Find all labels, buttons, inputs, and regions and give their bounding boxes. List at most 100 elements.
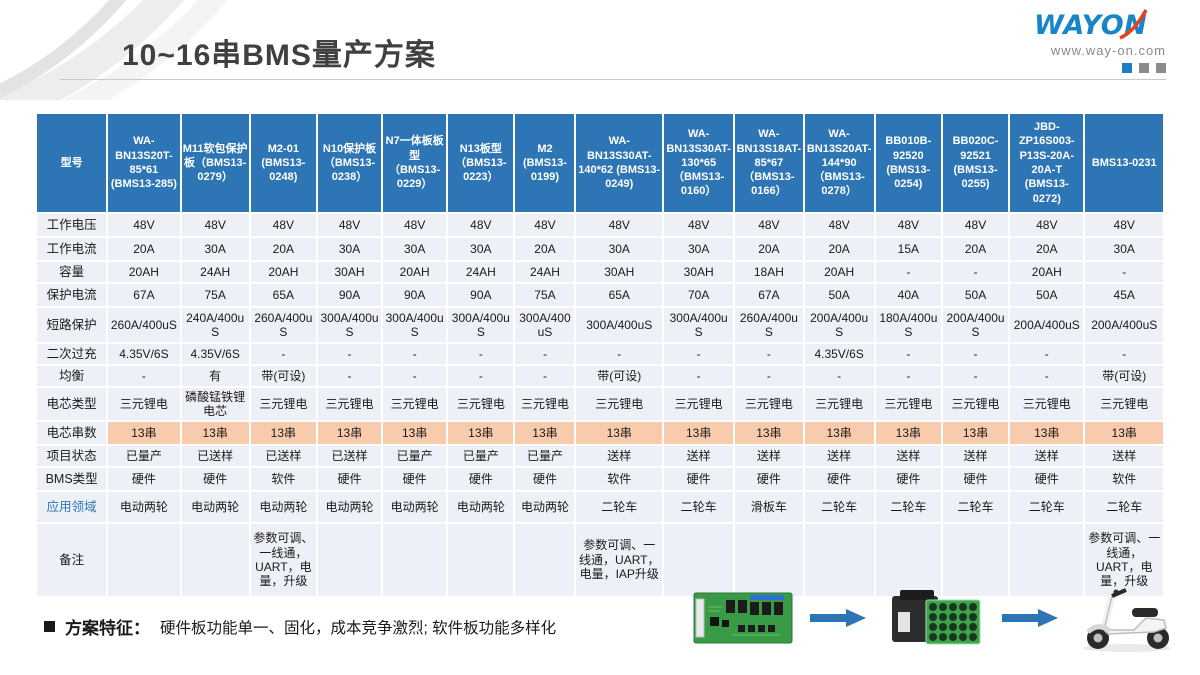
table-cell: 260A/400uS: [108, 308, 180, 342]
table-cell: 20A: [515, 238, 575, 260]
column-header: WA-BN13S30AT-130*65（BMS13-0160）: [664, 114, 734, 212]
table-cell: -: [1085, 344, 1163, 364]
table-cell: 送样: [1010, 446, 1084, 466]
table-cell: 13串: [664, 422, 734, 444]
table-cell: [383, 524, 447, 596]
row-label: 电芯串数: [37, 422, 107, 444]
table-cell: 300A/400uS: [383, 308, 447, 342]
table-cell: 180A/400uS: [875, 308, 941, 342]
table-cell: 70A: [664, 284, 734, 306]
table-cell: 48V: [576, 214, 663, 236]
table-cell: 90A: [317, 284, 382, 306]
table-cell: 90A: [448, 284, 514, 306]
table-cell: 48V: [383, 214, 447, 236]
table-cell: 300A/400uS: [515, 308, 575, 342]
table-cell: -: [942, 366, 1009, 386]
table-cell: 已量产: [448, 446, 514, 466]
table-cell: 送样: [942, 446, 1009, 466]
table-cell: 硬件: [181, 468, 249, 490]
table-cell: 30AH: [664, 262, 734, 282]
table-cell: 200A/400uS: [804, 308, 874, 342]
table-cell: 30A: [1085, 238, 1163, 260]
table-cell: 13串: [804, 422, 874, 444]
table-cell: 电动两轮: [383, 492, 447, 522]
table-cell: 48V: [108, 214, 180, 236]
table-cell: 二轮车: [576, 492, 663, 522]
table-cell: [1010, 524, 1084, 596]
row-label: 均衡: [37, 366, 107, 386]
logo-red-swoosh: [1119, 9, 1148, 40]
table-cell: 15A: [875, 238, 941, 260]
table-cell: 50A: [1010, 284, 1084, 306]
table-cell: 48V: [1085, 214, 1163, 236]
table-cell: -: [1010, 344, 1084, 364]
table-cell: 13串: [1085, 422, 1163, 444]
table-cell: [875, 524, 941, 596]
logo-square-gray: [1139, 63, 1149, 73]
table-cell: 30A: [664, 238, 734, 260]
table-cell: 50A: [942, 284, 1009, 306]
table-cell: 电动两轮: [108, 492, 180, 522]
table-cell: [515, 524, 575, 596]
table-cell: -: [735, 366, 803, 386]
table-cell: 300A/400uS: [576, 308, 663, 342]
table-cell: [317, 524, 382, 596]
table-cell: 带(可设): [1085, 366, 1163, 386]
table-cell: 送样: [1085, 446, 1163, 466]
table-cell: 三元锂电: [735, 388, 803, 420]
table-cell: -: [448, 344, 514, 364]
logo-square-blue: [1122, 63, 1132, 73]
table-cell: 带(可设): [250, 366, 316, 386]
table-cell: 300A/400uS: [664, 308, 734, 342]
table-cell: [804, 524, 874, 596]
pcb-board-image: [693, 592, 793, 644]
feature-note: 方案特征： 硬件板功能单一、固化，成本竞争激烈; 软件板功能多样化: [44, 614, 556, 639]
table-cell: 13串: [576, 422, 663, 444]
table-cell: 4.35V/6S: [804, 344, 874, 364]
table-cell: -: [942, 262, 1009, 282]
table-cell: 48V: [664, 214, 734, 236]
table-cell: 90A: [383, 284, 447, 306]
table-cell: 48V: [515, 214, 575, 236]
table-cell: 三元锂电: [804, 388, 874, 420]
table-cell: -: [735, 344, 803, 364]
column-header: N7一体板板型（BMS13-0229）: [383, 114, 447, 212]
page-title: 10~16串BMS量产方案: [122, 39, 436, 72]
table-cell: 电动两轮: [317, 492, 382, 522]
logo-squares: [1016, 63, 1166, 73]
table-cell: [181, 524, 249, 596]
table-cell: -: [108, 366, 180, 386]
row-label: 项目状态: [37, 446, 107, 466]
table-cell: 13串: [515, 422, 575, 444]
table-cell: 二轮车: [804, 492, 874, 522]
table-cell: [664, 524, 734, 596]
table-cell: 三元锂电: [576, 388, 663, 420]
table-cell: 200A/400uS: [1085, 308, 1163, 342]
table-cell: 20A: [735, 238, 803, 260]
table-cell: 24AH: [448, 262, 514, 282]
table-cell: 送样: [664, 446, 734, 466]
table-wrapper: 型号 WA-BN13S20T-85*61 (BMS13-285) M11软包保护板（…: [35, 112, 1165, 598]
table-cell: 二轮车: [1010, 492, 1084, 522]
table-corner-header: 型号: [37, 114, 107, 212]
column-header: M2-01 (BMS13-0248): [250, 114, 316, 212]
arrow-right-icon: [810, 609, 866, 627]
table-cell: 30AH: [576, 262, 663, 282]
wayon-logo-icon: WAYON: [1034, 9, 1148, 41]
table-cell: 13串: [250, 422, 316, 444]
wayon-wordmark: WAYON: [1034, 10, 1147, 40]
table-cell: 67A: [735, 284, 803, 306]
table-cell: -: [1085, 262, 1163, 282]
table-cell: 20A: [108, 238, 180, 260]
table-cell: 送样: [804, 446, 874, 466]
table-cell: 参数可调、一线通，UART，电量，IAP升级: [576, 524, 663, 596]
row-label: 工作电压: [37, 214, 107, 236]
table-cell: 30A: [576, 238, 663, 260]
row-label: 保护电流: [37, 284, 107, 306]
table-cell: 260A/400uS: [735, 308, 803, 342]
table-cell: [448, 524, 514, 596]
table-cell: 48V: [875, 214, 941, 236]
row-label: 短路保护: [37, 308, 107, 342]
table-cell: 软件: [250, 468, 316, 490]
table-cell: 240A/400uS: [181, 308, 249, 342]
